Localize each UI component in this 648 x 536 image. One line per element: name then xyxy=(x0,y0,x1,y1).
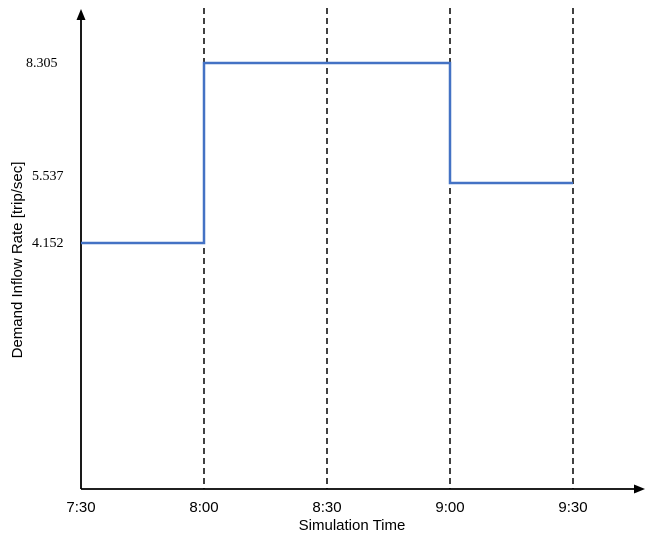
x-tick-label-9-00: 9:00 xyxy=(435,499,464,516)
y-axis-label: Demand Inflow Rate [trip/sec] xyxy=(9,162,26,359)
y-tick-label-8-305: 8.305 xyxy=(26,56,58,71)
y-axis-arrow xyxy=(76,9,86,20)
x-axis-arrow xyxy=(634,484,645,494)
x-tick-label-8-00: 8:00 xyxy=(189,499,218,516)
x-tick-label-9-30: 9:30 xyxy=(558,499,587,516)
y-tick-label-4-152: 4.152 xyxy=(32,236,64,251)
x-axis-label: Simulation Time xyxy=(299,517,406,534)
y-tick-label-5-537: 5.537 xyxy=(32,169,64,184)
series-line xyxy=(81,61,573,245)
x-tick-label-8-30: 8:30 xyxy=(312,499,341,516)
x-tick-label-7-30: 7:30 xyxy=(66,499,95,516)
gridlines xyxy=(203,8,574,489)
